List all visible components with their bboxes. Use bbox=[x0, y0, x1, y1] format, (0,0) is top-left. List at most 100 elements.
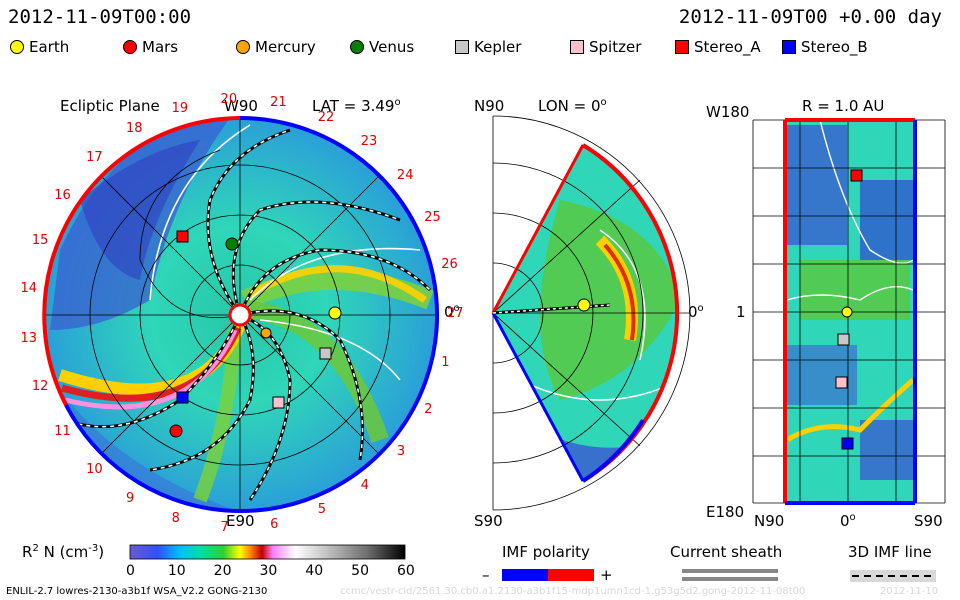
meridional-earth-marker bbox=[577, 298, 591, 312]
carrington-number: 19 bbox=[171, 100, 189, 116]
ecliptic-title: Ecliptic Plane bbox=[60, 97, 160, 115]
carrington-number: 11 bbox=[54, 423, 71, 439]
kepler-marker bbox=[319, 347, 332, 360]
legend-label: Venus bbox=[369, 38, 415, 56]
carrington-number: 8 bbox=[171, 511, 180, 526]
meridional-top-label: N90 bbox=[474, 97, 505, 115]
carrington-number: 6 bbox=[270, 516, 279, 532]
ecliptic-right-label: 0o bbox=[444, 303, 460, 321]
imf-polarity-minus: – bbox=[482, 566, 490, 584]
carrington-number: 10 bbox=[86, 461, 103, 477]
legend-swatch bbox=[675, 40, 689, 54]
legend-swatch bbox=[350, 40, 364, 54]
meridional-right-label: 0o bbox=[688, 303, 704, 321]
imf-polarity-plus: + bbox=[600, 566, 613, 584]
legend-label: Kepler bbox=[474, 38, 522, 56]
carrington-number: 9 bbox=[126, 491, 135, 507]
body-legend: Earth Mars Mercury Venus Kepler Spitzer Stereo… bbox=[10, 38, 950, 58]
radial-title: R = 1.0 AU bbox=[802, 97, 885, 115]
legend-item-kepler: Kepler bbox=[455, 38, 521, 56]
colorbar-tick: 30 bbox=[259, 563, 278, 579]
meridional-panel bbox=[491, 115, 691, 511]
legend-item-venus: Venus bbox=[350, 38, 414, 56]
ecliptic-bottom-label: E90 bbox=[226, 512, 255, 530]
carrington-number: 12 bbox=[31, 379, 49, 395]
carrington-number: 4 bbox=[360, 477, 370, 493]
radial-kepler-marker bbox=[837, 333, 850, 346]
legend-item-mercury: Mercury bbox=[236, 38, 316, 56]
colorbar-tick: 40 bbox=[305, 563, 324, 579]
legend-item-stereo-b: Stereo_B bbox=[782, 38, 868, 56]
legend-swatch bbox=[123, 40, 137, 54]
legend-swatch bbox=[570, 40, 584, 54]
current-sheath-line-2 bbox=[682, 577, 778, 581]
radial-middle-left: 1 bbox=[736, 303, 746, 321]
stereo-b-marker bbox=[176, 391, 189, 404]
stereo-a-marker bbox=[176, 230, 189, 243]
legend-swatch bbox=[236, 40, 250, 54]
mercury-marker bbox=[260, 327, 272, 339]
ecliptic-disk bbox=[42, 116, 439, 514]
colorbar-tick: 50 bbox=[351, 563, 369, 579]
radial-x-left: N90 bbox=[754, 512, 785, 530]
carrington-number: 14 bbox=[20, 281, 37, 297]
carrington-number: 16 bbox=[54, 188, 71, 204]
carrington-number: 2 bbox=[424, 402, 433, 418]
carrington-number: 22 bbox=[317, 109, 335, 125]
spitzer-marker bbox=[272, 396, 285, 409]
left-timestamp: 2012-11-09T00:00 bbox=[8, 6, 192, 28]
footer-watermark: ccmc/vestr-cld/2561.30.cb0.a1.2130-a3b1f… bbox=[340, 586, 806, 597]
carrington-number: 27 bbox=[447, 306, 464, 321]
legend-item-stereo-a: Stereo_A bbox=[675, 38, 761, 56]
radial-bottom-left: E180 bbox=[706, 503, 745, 521]
meridional-bottom-label: S90 bbox=[474, 512, 503, 530]
carrington-number: 1 bbox=[441, 355, 450, 371]
mars-marker bbox=[169, 424, 183, 438]
meridional-lon-label: LON = 0o bbox=[538, 97, 607, 115]
imf-line-label: 3D IMF line bbox=[848, 543, 932, 561]
footer-date: 2012-11-10 bbox=[880, 586, 939, 597]
imf-positive-bar bbox=[548, 569, 594, 581]
earth-marker bbox=[328, 306, 342, 320]
legend-label: Earth bbox=[29, 38, 70, 56]
ecliptic-top-label: W90 bbox=[224, 97, 258, 115]
footer-model-info: ENLIL-2.7 lowres-2130-a3b1f WSA_V2.2 GON… bbox=[6, 586, 268, 597]
carrington-number: 7 bbox=[220, 519, 229, 535]
imf-negative-bar bbox=[502, 569, 548, 581]
venus-marker bbox=[225, 237, 239, 251]
legend-label: Mars bbox=[142, 38, 179, 56]
radial-spitzer-marker bbox=[835, 376, 848, 389]
right-timestamp: 2012-11-09T00 +0.00 day bbox=[678, 6, 942, 28]
colorbar-tick: 10 bbox=[167, 563, 186, 579]
sun-marker bbox=[228, 303, 252, 327]
legend-swatch bbox=[782, 40, 796, 54]
radial-x-right: S90 bbox=[914, 512, 943, 530]
carrington-number: 26 bbox=[441, 256, 458, 272]
carrington-number: 13 bbox=[20, 330, 37, 346]
colorbar-tick: 20 bbox=[213, 563, 232, 579]
legend-label: Stereo_A bbox=[694, 38, 761, 56]
carrington-number: 20 bbox=[220, 92, 238, 108]
colorbar-tick: 0 bbox=[126, 563, 135, 579]
legend-label: Mercury bbox=[255, 38, 316, 56]
legend-item-earth: Earth bbox=[10, 38, 69, 56]
imf-polarity-label: IMF polarity bbox=[502, 543, 590, 561]
density-colorbar bbox=[129, 544, 406, 560]
radial-top-left: W180 bbox=[706, 103, 750, 121]
carrington-number: 3 bbox=[396, 443, 406, 459]
current-sheath-label: Current sheath bbox=[670, 543, 783, 561]
ecliptic-lat-label: LAT = 3.49o bbox=[312, 97, 401, 115]
colorbar-tick: 60 bbox=[397, 563, 415, 579]
legend-swatch bbox=[10, 40, 24, 54]
legend-label: Stereo_B bbox=[801, 38, 868, 56]
radial-panel bbox=[752, 118, 946, 505]
carrington-number: 15 bbox=[31, 232, 49, 248]
carrington-number: 23 bbox=[360, 134, 378, 150]
radial-stereo-a-marker bbox=[850, 169, 863, 182]
legend-item-spitzer: Spitzer bbox=[570, 38, 641, 56]
radial-x-mid: 0o bbox=[840, 512, 856, 530]
current-sheath-line-1 bbox=[682, 569, 778, 573]
carrington-number: 18 bbox=[126, 120, 143, 136]
legend-item-mars: Mars bbox=[123, 38, 178, 56]
